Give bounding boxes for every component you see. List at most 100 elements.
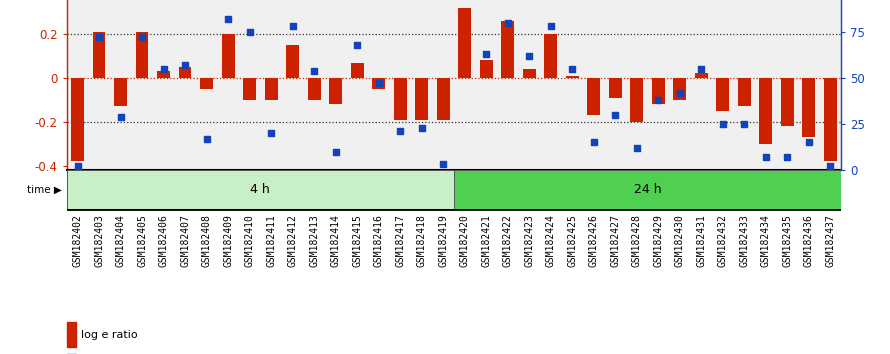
Text: GSM182430: GSM182430	[675, 215, 684, 267]
Bar	[93, 32, 106, 78]
Point	[157, 66, 171, 72]
Text: GSM182405: GSM182405	[137, 215, 147, 267]
Bar	[329, 78, 342, 104]
Text: log e ratio: log e ratio	[81, 330, 137, 339]
Text: GSM182406: GSM182406	[158, 215, 168, 267]
Point	[221, 16, 235, 22]
Text: GSM182423: GSM182423	[524, 215, 534, 267]
Point	[436, 161, 450, 167]
Bar	[243, 78, 256, 100]
Text: GSM182413: GSM182413	[309, 215, 320, 267]
Point	[199, 136, 214, 142]
Text: GSM182402: GSM182402	[72, 215, 83, 267]
Text: GSM182434: GSM182434	[761, 215, 771, 267]
Bar	[264, 78, 278, 100]
Text: GSM182428: GSM182428	[632, 215, 642, 267]
Point	[758, 154, 773, 160]
Point	[307, 68, 321, 73]
Bar	[222, 34, 235, 78]
Point	[135, 35, 150, 40]
Text: GSM182432: GSM182432	[717, 215, 728, 267]
Point	[371, 81, 385, 86]
FancyBboxPatch shape	[67, 170, 454, 209]
Point	[264, 130, 279, 136]
Text: GSM182425: GSM182425	[567, 215, 578, 267]
Bar	[415, 78, 428, 120]
Text: GSM182419: GSM182419	[438, 215, 449, 267]
Bar	[824, 78, 837, 161]
Text: GSM182410: GSM182410	[245, 215, 255, 267]
Bar	[200, 78, 213, 89]
Text: GSM182416: GSM182416	[374, 215, 384, 267]
Bar	[803, 78, 815, 137]
Point	[673, 90, 687, 96]
Text: GSM182415: GSM182415	[352, 215, 362, 267]
Text: GSM182429: GSM182429	[653, 215, 663, 267]
Text: GSM182411: GSM182411	[266, 215, 276, 267]
Text: GSM182404: GSM182404	[116, 215, 125, 267]
Point	[286, 23, 300, 29]
Bar	[393, 78, 407, 120]
Text: 4 h: 4 h	[250, 183, 271, 196]
Text: GSM182437: GSM182437	[825, 215, 836, 267]
Point	[608, 112, 622, 118]
Text: GSM182418: GSM182418	[417, 215, 426, 267]
Text: GSM182417: GSM182417	[395, 215, 405, 267]
Bar	[716, 78, 729, 111]
Text: GSM182403: GSM182403	[94, 215, 104, 267]
Text: time ▶: time ▶	[28, 184, 62, 194]
Text: GSM182420: GSM182420	[459, 215, 470, 267]
Point	[737, 121, 751, 127]
Point	[716, 121, 730, 127]
Bar	[179, 67, 191, 78]
Text: GSM182422: GSM182422	[503, 215, 513, 267]
Bar	[501, 21, 514, 78]
Text: GSM182412: GSM182412	[287, 215, 297, 267]
Bar	[308, 78, 320, 100]
Bar	[458, 8, 471, 78]
Bar	[651, 78, 665, 104]
FancyBboxPatch shape	[454, 170, 841, 209]
Text: GSM182424: GSM182424	[546, 215, 555, 267]
Point	[70, 164, 85, 169]
Bar	[781, 78, 794, 126]
Point	[92, 35, 106, 40]
Text: GSM182436: GSM182436	[804, 215, 813, 267]
Point	[522, 53, 537, 59]
Point	[415, 125, 429, 130]
Bar	[351, 63, 363, 78]
Point	[393, 129, 408, 134]
Point	[479, 51, 493, 57]
Bar	[545, 34, 557, 78]
Bar	[71, 78, 84, 161]
Bar	[674, 78, 686, 100]
Point	[350, 42, 364, 47]
Point	[565, 66, 579, 72]
Point	[629, 145, 643, 151]
Bar	[609, 78, 621, 98]
Bar	[437, 78, 449, 120]
Text: 24 h: 24 h	[634, 183, 661, 196]
Point	[544, 23, 558, 29]
Point	[694, 66, 708, 72]
Point	[113, 114, 127, 119]
Bar	[630, 78, 643, 122]
Text: GSM182407: GSM182407	[180, 215, 190, 267]
Point	[178, 62, 192, 68]
Bar	[135, 32, 149, 78]
Text: GSM182431: GSM182431	[696, 215, 707, 267]
Point	[651, 97, 666, 103]
Text: GSM182433: GSM182433	[740, 215, 749, 267]
Bar	[114, 78, 127, 106]
Bar	[695, 74, 708, 78]
Point	[802, 139, 816, 145]
Bar	[738, 78, 751, 106]
Bar	[759, 78, 773, 144]
Point	[328, 149, 343, 154]
Bar	[287, 45, 299, 78]
Bar	[480, 60, 493, 78]
Text: GSM182421: GSM182421	[481, 215, 491, 267]
Bar	[67, 322, 76, 347]
Text: GSM182409: GSM182409	[223, 215, 233, 267]
Text: GSM182408: GSM182408	[201, 215, 212, 267]
